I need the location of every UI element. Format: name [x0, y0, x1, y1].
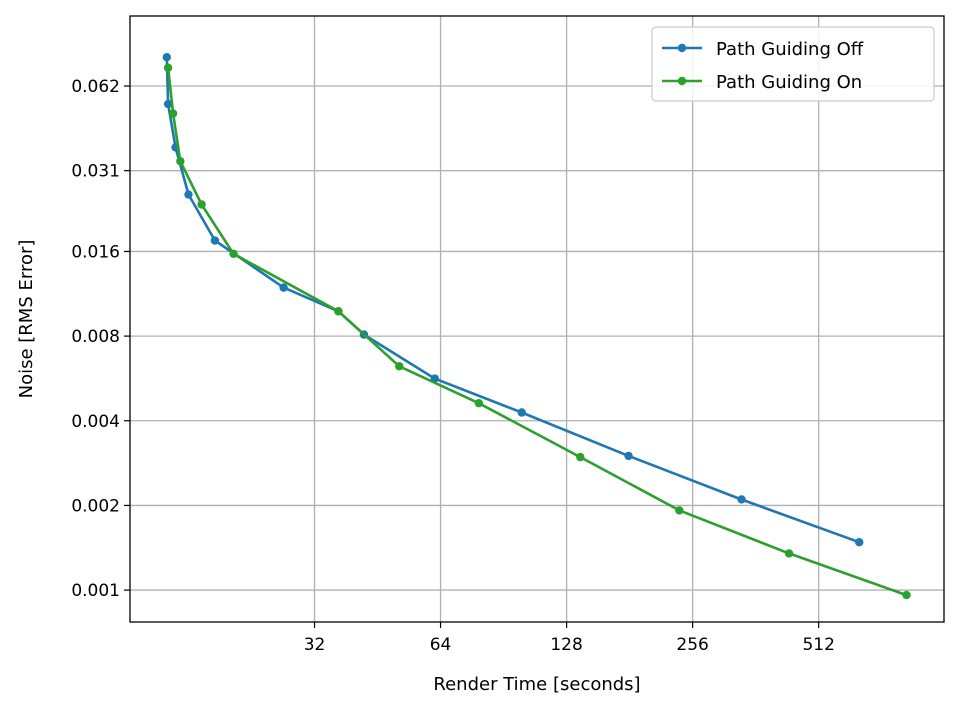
data-point: [576, 452, 585, 462]
data-point: [737, 495, 746, 504]
y-tick-label: 0.008: [71, 327, 120, 347]
x-tick-label: 64: [430, 635, 452, 655]
data-point: [197, 200, 206, 209]
data-point: [229, 249, 238, 258]
grid-lines: [130, 16, 944, 622]
y-tick-label: 0.016: [71, 242, 120, 262]
x-axis-label: Render Time [seconds]: [433, 674, 640, 695]
y-tick-label: 0.062: [71, 77, 120, 97]
data-point: [184, 190, 193, 199]
data-point: [517, 408, 526, 417]
series-line: [166, 67, 907, 597]
data-point: [334, 307, 343, 316]
data-point: [163, 63, 173, 72]
y-tick-label: 0.004: [71, 412, 120, 432]
y-tick-label: 0.001: [71, 581, 120, 601]
data-point: [176, 157, 185, 166]
y-tick-label: 0.002: [71, 496, 120, 516]
x-tick-label: 32: [304, 635, 326, 655]
data-point: [279, 283, 288, 292]
data-point: [474, 398, 484, 408]
x-tick-label: 128: [550, 635, 582, 655]
legend-marker: [677, 76, 687, 86]
data-point: [168, 109, 178, 118]
data-point: [902, 590, 911, 600]
x-tick-label: 256: [676, 635, 708, 655]
data-point: [675, 506, 684, 515]
axis-ticks: 32 64 128 256 512 0.001 0.002 0.004 0.008 0.016 0.…: [71, 77, 835, 655]
legend-entry: Path Guiding On: [662, 72, 862, 93]
y-tick-label: 0.031: [71, 162, 120, 182]
data-point: [162, 53, 171, 62]
legend-entry: Path Guiding Off: [662, 39, 864, 60]
data-point: [784, 549, 794, 558]
plot-frame: [129, 15, 945, 623]
data-point: [395, 362, 404, 371]
legend: Path Guiding Off Path Guiding On: [651, 26, 935, 102]
legend-label: Path Guiding On: [716, 72, 862, 93]
data-point: [624, 451, 633, 461]
data-point: [855, 537, 864, 547]
series-layer: [162, 53, 911, 600]
legend-label: Path Guiding Off: [716, 39, 864, 60]
series-2: [163, 63, 911, 600]
data-point: [163, 99, 173, 109]
x-tick-label: 512: [802, 635, 834, 655]
legend-box: [651, 26, 935, 102]
y-axis-label: Noise [RMS Error]: [16, 240, 37, 399]
legend-marker: [677, 43, 687, 53]
data-point: [210, 236, 220, 245]
